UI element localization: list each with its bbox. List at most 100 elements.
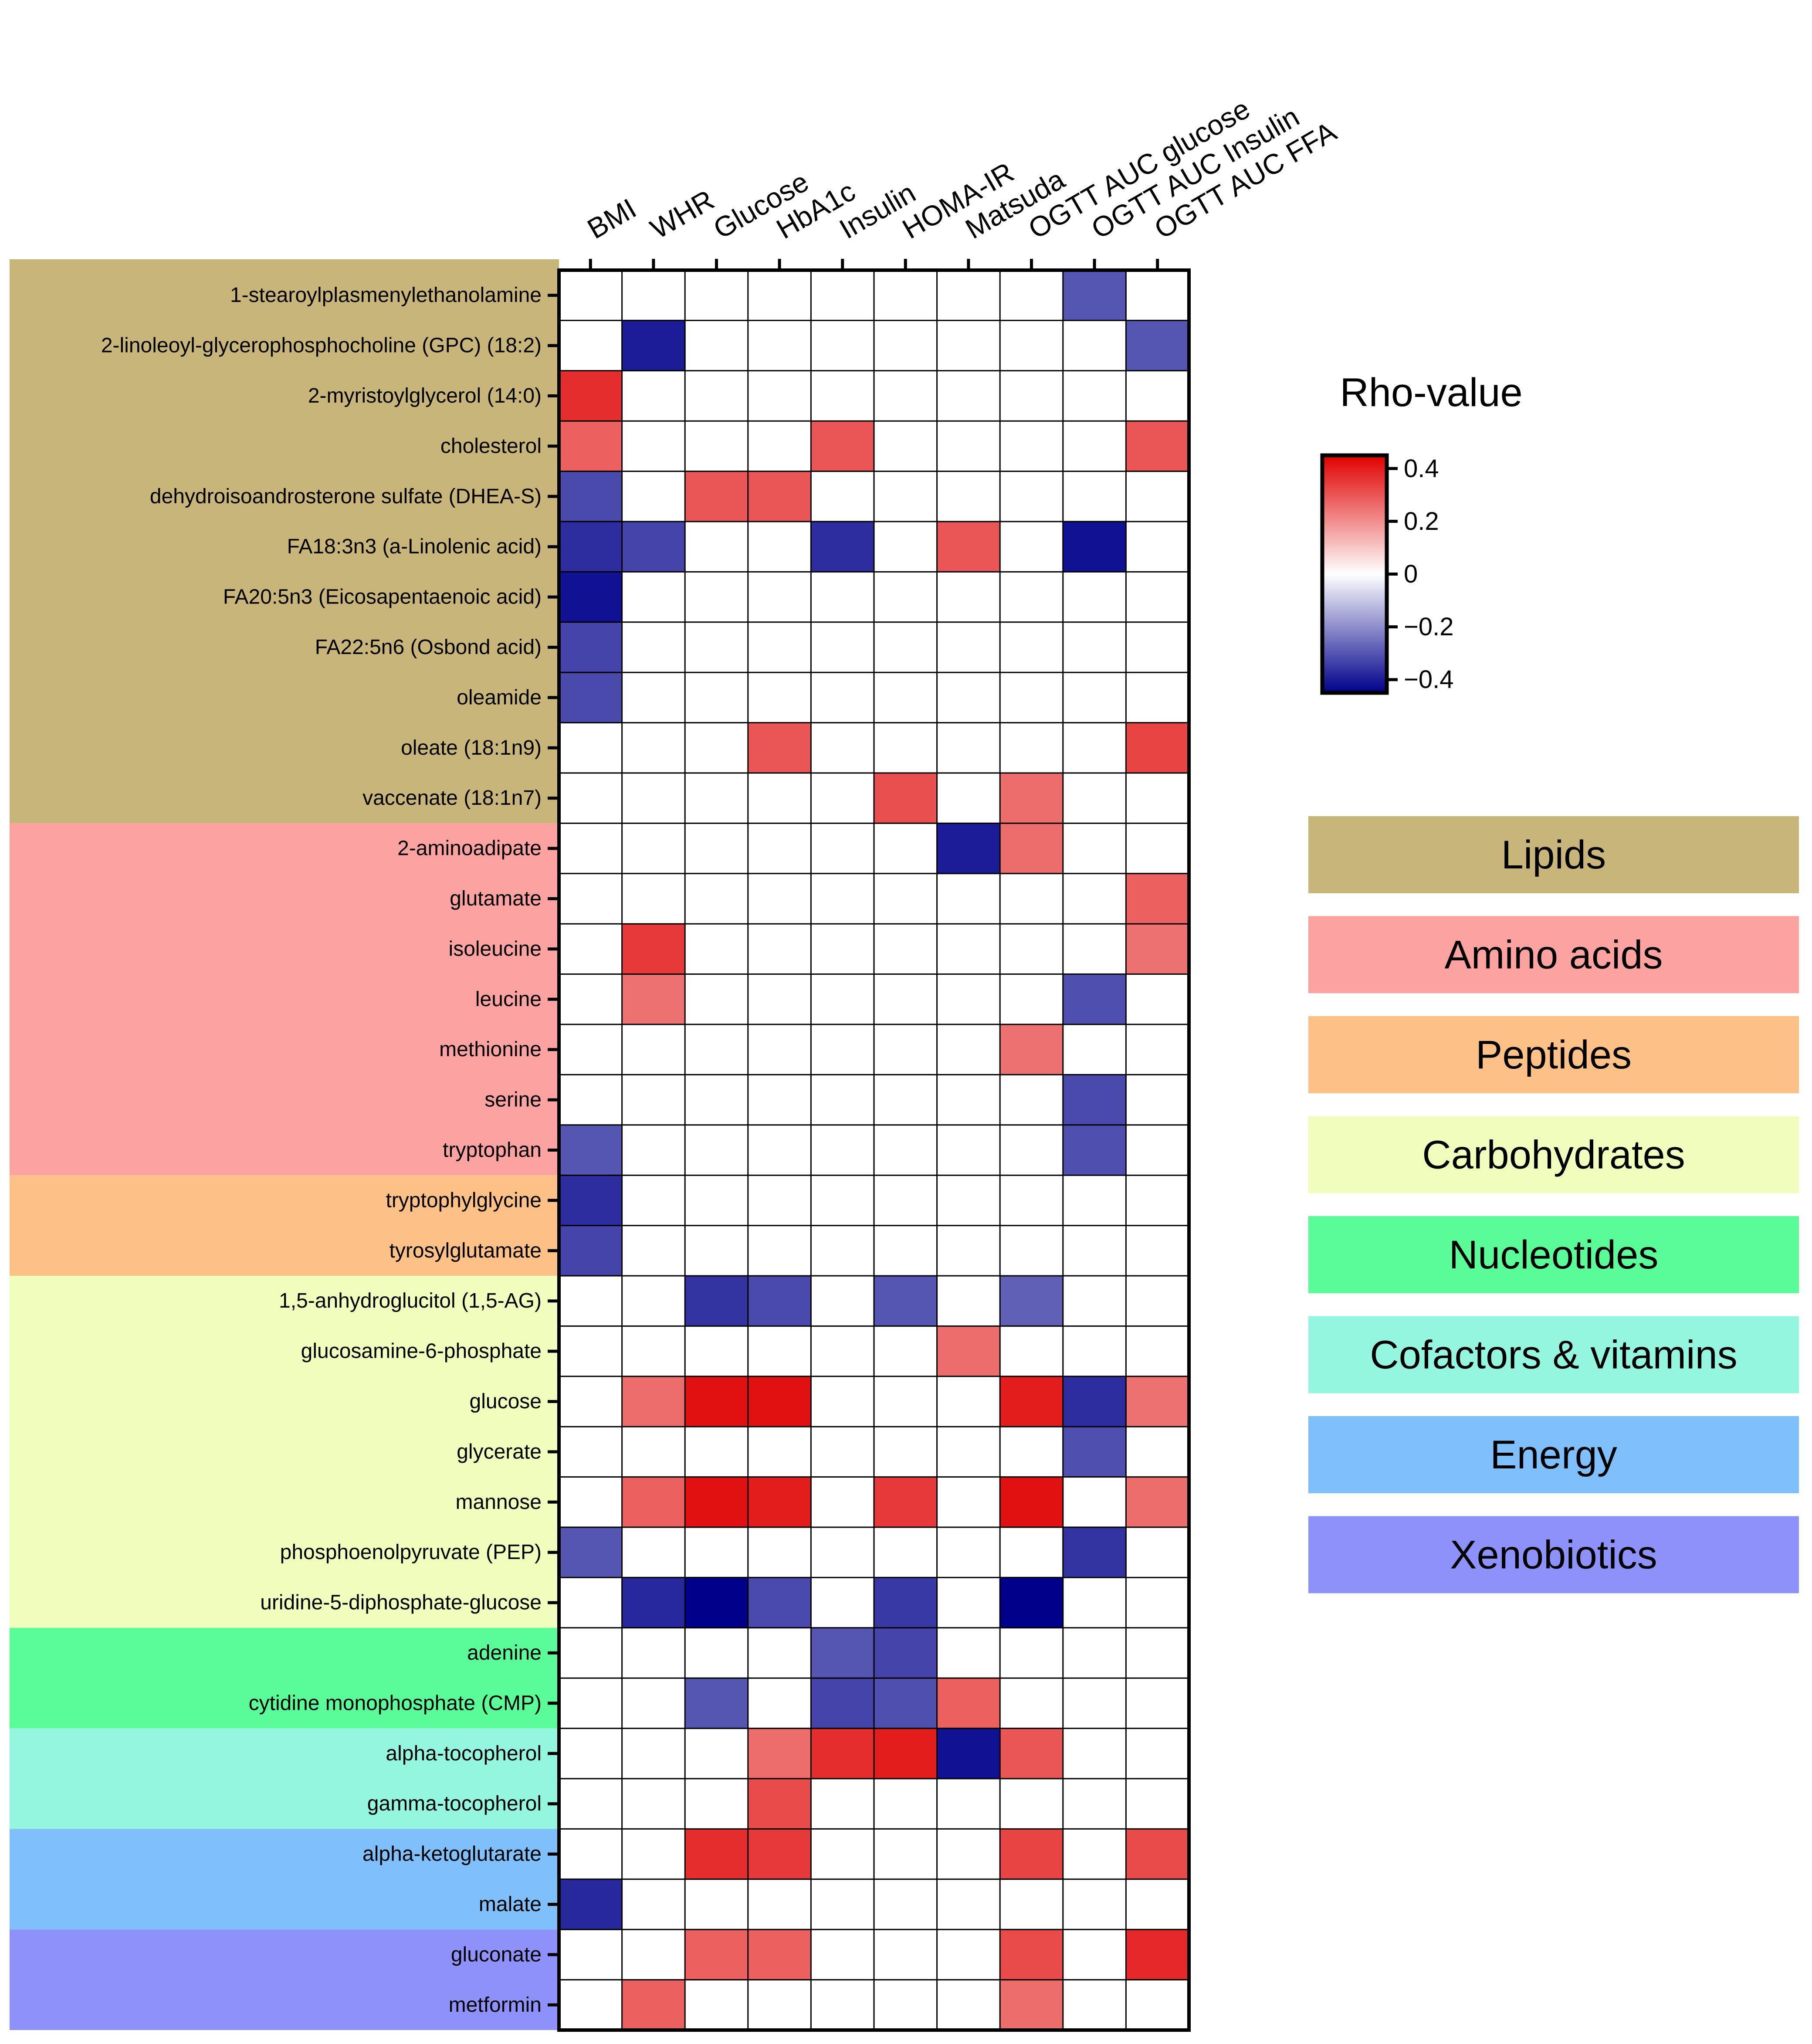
heatmap-cell (1000, 773, 1063, 824)
heatmap-cell (874, 1175, 937, 1226)
heatmap-cell (811, 1326, 874, 1376)
heatmap-cell (559, 522, 622, 572)
row-label: FA18:3n3 (a-Linolenic acid) (287, 535, 542, 558)
heatmap-cell (1000, 1427, 1063, 1477)
colorbar-ticks: 0.4 0.2 0 −0.2 −0.4 (1387, 454, 1454, 694)
heatmap-cell (685, 1678, 748, 1729)
heatmap-cell (622, 1427, 685, 1477)
heatmap-cell (1126, 1678, 1189, 1729)
heatmap-cell (1063, 270, 1126, 321)
heatmap-cell (1000, 974, 1063, 1024)
row-label: glucosamine-6-phosphate (301, 1340, 542, 1363)
heatmap-cell (1063, 1427, 1126, 1477)
row-label: serine (484, 1088, 542, 1112)
heatmap-cell (937, 572, 1000, 622)
heatmap-cell (685, 722, 748, 773)
heatmap-cell (1126, 823, 1189, 874)
heatmap-cell (685, 1427, 748, 1477)
heatmap-cell (937, 1678, 1000, 1729)
heatmap-cell (622, 1225, 685, 1276)
heatmap-cell (1000, 924, 1063, 974)
heatmap-cell (811, 1577, 874, 1628)
heatmap-cell (559, 1980, 622, 2030)
row-label: oleate (18:1n9) (401, 736, 542, 759)
heatmap-cell (1126, 722, 1189, 773)
colorbar-title: Rho-value (1340, 370, 1522, 415)
heatmap-cell (622, 1175, 685, 1226)
row-label: glycerate (457, 1440, 542, 1463)
heatmap-cell (559, 1276, 622, 1326)
heatmap-cell (559, 1477, 622, 1527)
heatmap-cell (811, 1879, 874, 1930)
legend-swatch-carbohydrates (1308, 1116, 1799, 1193)
heatmap-cell (559, 471, 622, 522)
heatmap-cell (1126, 471, 1189, 522)
row-label: oleamide (457, 686, 542, 709)
heatmap-cell (622, 1980, 685, 2030)
heatmap-cell (1126, 320, 1189, 371)
heatmap-cell (559, 1879, 622, 1930)
row-label: phosphoenolpyruvate (PEP) (280, 1541, 542, 1564)
heatmap-cell (559, 823, 622, 874)
heatmap-cell (559, 672, 622, 723)
heatmap-cell (937, 1728, 1000, 1779)
row-label: alpha-tocopherol (386, 1742, 542, 1765)
row-label: FA22:5n6 (Osbond acid) (315, 636, 542, 659)
class-band-amino-acids (10, 823, 559, 1176)
heatmap-cell (622, 1075, 685, 1125)
heatmap-cell (874, 522, 937, 572)
row-label: dehydroisoandrosterone sulfate (DHEA-S) (150, 485, 542, 508)
heatmap-cell (937, 924, 1000, 974)
heatmap-cell (1000, 1477, 1063, 1527)
heatmap-cell (1000, 471, 1063, 522)
heatmap-cell (622, 1678, 685, 1729)
heatmap-cell (937, 522, 1000, 572)
heatmap-cell (937, 1879, 1000, 1930)
heatmap-cell (811, 773, 874, 824)
heatmap-cell (559, 421, 622, 471)
heatmap-cell (748, 1024, 811, 1075)
heatmap-cell (1063, 773, 1126, 824)
legend-swatch-lipids (1308, 816, 1799, 893)
heatmap-cell (685, 1125, 748, 1176)
heatmap-cell (1000, 370, 1063, 421)
heatmap-cell (559, 1376, 622, 1427)
colorbar-tick-label: 0 (1404, 560, 1418, 588)
heatmap-cell (685, 1477, 748, 1527)
heatmap-cell (622, 572, 685, 622)
heatmap-cell (1063, 1728, 1126, 1779)
heatmap-cell (1126, 1225, 1189, 1276)
heatmap-cell (685, 1980, 748, 2030)
heatmap-cell (874, 370, 937, 421)
heatmap-cell (811, 672, 874, 723)
heatmap-cell (1063, 722, 1126, 773)
colorbar-gradient (1320, 453, 1389, 695)
heatmap-cell (622, 421, 685, 471)
heatmap-cell (874, 1678, 937, 1729)
heatmap-cell (937, 1829, 1000, 1879)
heatmap-cell (559, 1577, 622, 1628)
row-label: 2-linoleoyl-glycerophosphocholine (GPC) … (101, 334, 542, 357)
heatmap-cell (748, 1678, 811, 1729)
column-label: WHR (645, 183, 719, 245)
heatmap-cell (811, 1276, 874, 1326)
heatmap-cell (685, 1627, 748, 1678)
heatmap-cell (811, 1175, 874, 1226)
heatmap-cell (559, 1627, 622, 1678)
heatmap-cell (937, 270, 1000, 321)
heatmap-cell (748, 622, 811, 673)
heatmap-cell (874, 1779, 937, 1829)
heatmap-cell (748, 370, 811, 421)
heatmap-cell (874, 1627, 937, 1678)
heatmap-cell (685, 522, 748, 572)
heatmap-cell (874, 270, 937, 321)
heatmap-cell (622, 1125, 685, 1176)
heatmap-cell (937, 1024, 1000, 1075)
heatmap-cell (937, 370, 1000, 421)
legend-swatch-cofactors-vitamins (1308, 1316, 1799, 1393)
heatmap-cell (685, 1879, 748, 1930)
heatmap-cell (748, 974, 811, 1024)
heatmap-cell (1000, 672, 1063, 723)
heatmap-cell (874, 1427, 937, 1477)
